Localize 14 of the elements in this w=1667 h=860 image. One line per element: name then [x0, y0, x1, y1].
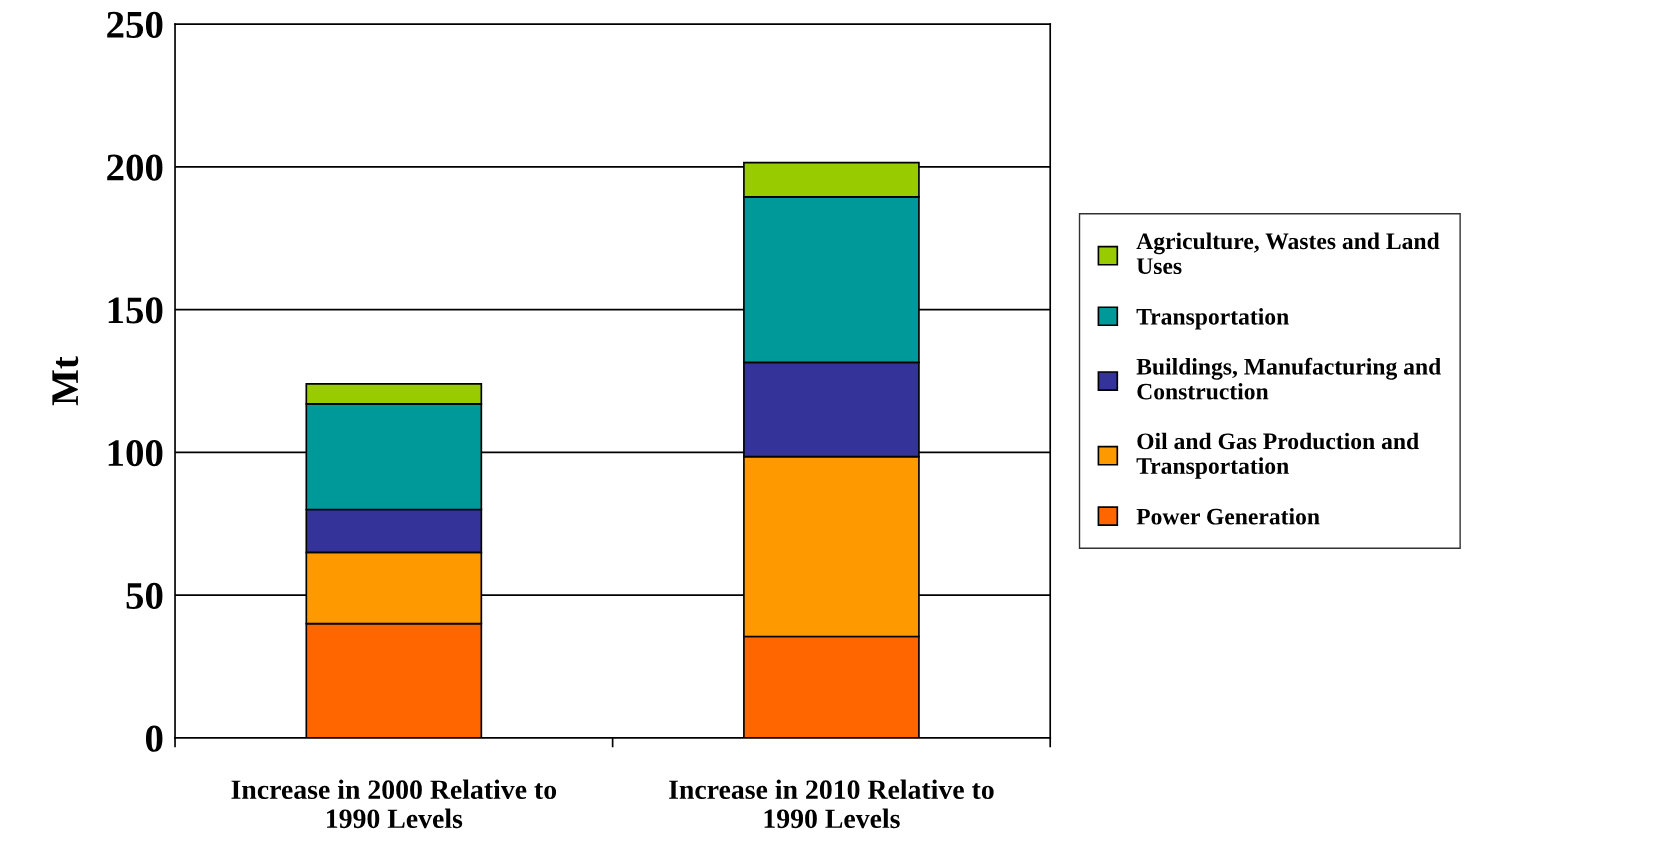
legend-label: Oil and Gas Production and Transportation	[1136, 432, 1419, 479]
y-tick-label: 50	[126, 582, 163, 609]
x-tick-label: Increase in 2000 Relative to 1990 Levels	[231, 779, 557, 829]
y-tick-label: 200	[107, 154, 163, 181]
legend-label: Power Generation	[1136, 507, 1320, 525]
legend-label: Agriculture, Wastes and Land Uses	[1136, 232, 1440, 275]
y-tick-label: 100	[108, 439, 163, 467]
y-axis-title: Mt	[52, 356, 79, 406]
y-tick-label: 150	[108, 297, 163, 324]
legend-label: Buildings, Manufacturing and Construction	[1136, 357, 1441, 400]
legend-label: Transportation	[1136, 308, 1289, 330]
y-tick-label: 0	[145, 725, 163, 752]
x-tick-label: Increase in 2010 Relative to 1990 Levels	[669, 779, 994, 829]
y-tick-label: 250	[107, 11, 163, 38]
